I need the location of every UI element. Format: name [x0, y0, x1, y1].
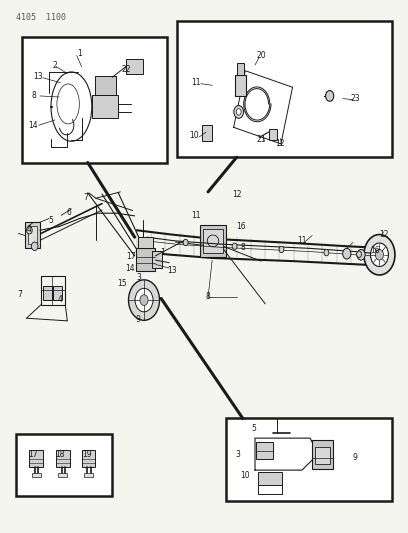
Text: 19: 19	[82, 450, 92, 458]
Bar	[200, 225, 226, 257]
Bar	[92, 95, 118, 118]
Circle shape	[31, 242, 38, 251]
Bar	[56, 450, 70, 467]
Text: 7: 7	[83, 193, 88, 201]
Text: 7: 7	[17, 290, 22, 299]
Bar	[82, 450, 95, 467]
Text: 11: 11	[191, 212, 201, 220]
Bar	[269, 129, 277, 140]
Bar	[84, 473, 93, 477]
Circle shape	[135, 288, 153, 312]
Bar	[41, 276, 65, 305]
Text: 3: 3	[236, 450, 241, 458]
Text: 13: 13	[167, 266, 177, 275]
Bar	[22, 37, 167, 163]
Text: 11: 11	[191, 78, 201, 87]
Bar	[152, 251, 162, 268]
Bar	[32, 473, 41, 477]
Circle shape	[357, 251, 361, 257]
Text: 12: 12	[232, 190, 242, 199]
Circle shape	[232, 243, 237, 249]
Text: 4: 4	[58, 295, 63, 304]
Text: 1: 1	[77, 49, 82, 58]
Text: 14: 14	[28, 121, 38, 130]
Bar	[25, 222, 40, 248]
Circle shape	[234, 106, 244, 118]
Text: 21: 21	[256, 135, 266, 144]
Text: 12: 12	[275, 140, 284, 148]
Circle shape	[324, 249, 329, 256]
Bar	[226, 418, 392, 501]
Bar	[136, 248, 155, 271]
Bar	[58, 473, 67, 477]
Text: 4: 4	[27, 225, 32, 233]
Circle shape	[370, 243, 388, 266]
Text: 1: 1	[160, 248, 165, 256]
Text: 14: 14	[125, 264, 135, 272]
Bar	[177, 21, 392, 157]
Bar	[138, 237, 153, 248]
Circle shape	[183, 239, 188, 246]
Bar	[28, 226, 37, 244]
Circle shape	[357, 249, 365, 260]
Bar	[237, 63, 244, 75]
Text: 9: 9	[135, 316, 140, 324]
Text: 22: 22	[122, 65, 131, 74]
Bar	[202, 125, 212, 141]
Text: 23: 23	[350, 94, 360, 103]
Bar	[235, 75, 246, 96]
Circle shape	[375, 249, 384, 260]
Circle shape	[364, 235, 395, 275]
Text: 15: 15	[117, 279, 126, 288]
Text: 12: 12	[379, 230, 388, 239]
Bar	[95, 76, 116, 95]
Bar	[258, 472, 282, 485]
Text: 10: 10	[189, 132, 199, 140]
Bar	[126, 59, 143, 74]
Text: 5: 5	[251, 424, 256, 433]
Text: 11: 11	[297, 237, 307, 245]
Text: 6: 6	[66, 208, 71, 216]
Text: 17: 17	[126, 253, 136, 261]
Text: 13: 13	[33, 72, 42, 81]
Circle shape	[27, 227, 32, 234]
Text: 16: 16	[236, 222, 246, 231]
Text: 4105  1100: 4105 1100	[16, 13, 67, 22]
Circle shape	[326, 91, 334, 101]
Text: 8: 8	[31, 92, 36, 100]
Circle shape	[129, 280, 160, 320]
Text: 5: 5	[49, 216, 53, 224]
Text: 17: 17	[29, 450, 38, 458]
Text: 8: 8	[240, 244, 245, 252]
Bar	[53, 286, 62, 300]
Text: 3: 3	[136, 273, 141, 281]
Bar	[16, 434, 112, 496]
Bar	[43, 286, 52, 300]
Text: 10: 10	[240, 471, 250, 480]
Circle shape	[236, 109, 241, 115]
Bar	[256, 442, 273, 459]
Circle shape	[140, 295, 148, 305]
Circle shape	[279, 246, 284, 253]
Text: 2: 2	[53, 61, 58, 69]
Text: 16: 16	[370, 246, 380, 255]
Bar	[312, 440, 333, 469]
Text: 18: 18	[55, 450, 65, 458]
Bar	[203, 229, 223, 253]
Text: 20: 20	[256, 52, 266, 60]
Text: 9: 9	[353, 453, 357, 462]
Text: 8: 8	[206, 293, 211, 301]
Bar	[29, 450, 43, 467]
Circle shape	[343, 248, 351, 259]
Bar	[315, 447, 330, 464]
